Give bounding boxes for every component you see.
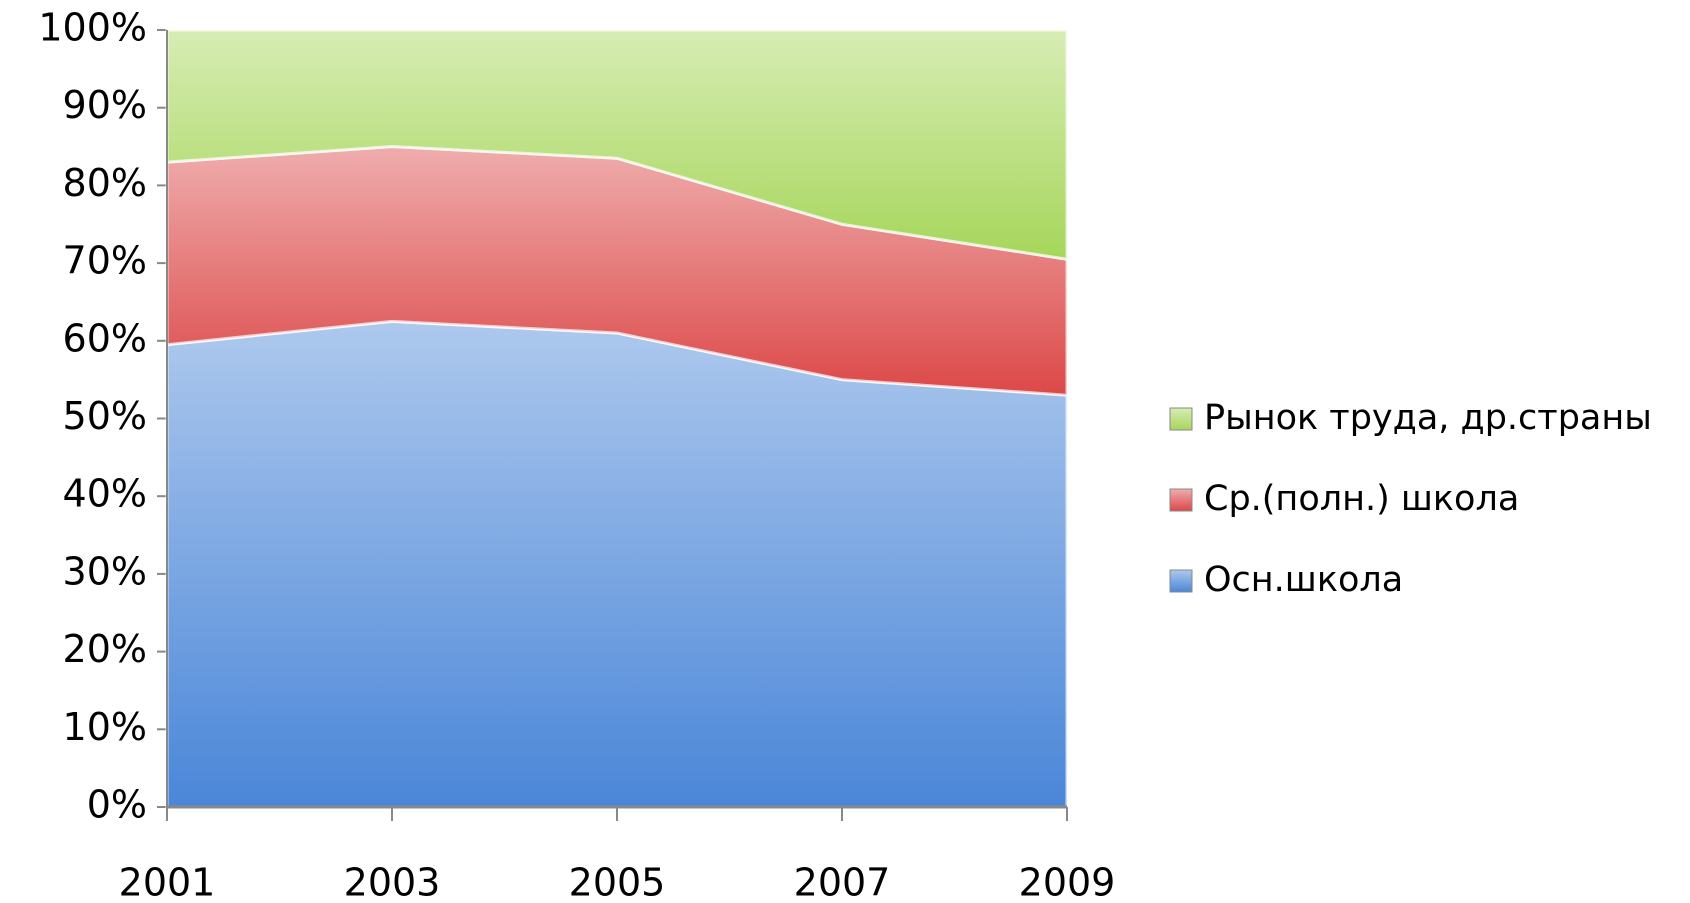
y-tick-label: 20% xyxy=(63,627,147,671)
x-tick-label: 2007 xyxy=(794,861,891,903)
legend-swatch xyxy=(1169,407,1193,431)
legend-swatch xyxy=(1169,569,1193,593)
y-tick-label: 80% xyxy=(63,161,147,205)
legend-label: Рынок труда, др.страны xyxy=(1204,398,1652,438)
x-tick-label: 2003 xyxy=(344,861,441,903)
x-tick-label: 2009 xyxy=(1019,861,1116,903)
y-tick-label: 0% xyxy=(87,783,147,827)
y-tick-label: 90% xyxy=(63,83,147,127)
area xyxy=(165,28,1069,261)
x-tick-label: 2005 xyxy=(569,861,666,903)
y-tick-label: 10% xyxy=(63,705,147,749)
y-tick-label: 70% xyxy=(63,239,147,283)
y-tick-label: 30% xyxy=(63,549,147,593)
legend-label: Ср.(полн.) школа xyxy=(1204,479,1519,519)
y-tick-label: 60% xyxy=(63,316,147,360)
y-tick-label: 50% xyxy=(63,394,147,438)
area xyxy=(165,319,1069,809)
y-tick-label: 100% xyxy=(38,6,147,50)
legend-swatch xyxy=(1169,488,1193,512)
y-tick-label: 40% xyxy=(63,472,147,516)
legend-label: Осн.школа xyxy=(1204,560,1403,600)
x-tick-label: 2001 xyxy=(119,861,216,903)
